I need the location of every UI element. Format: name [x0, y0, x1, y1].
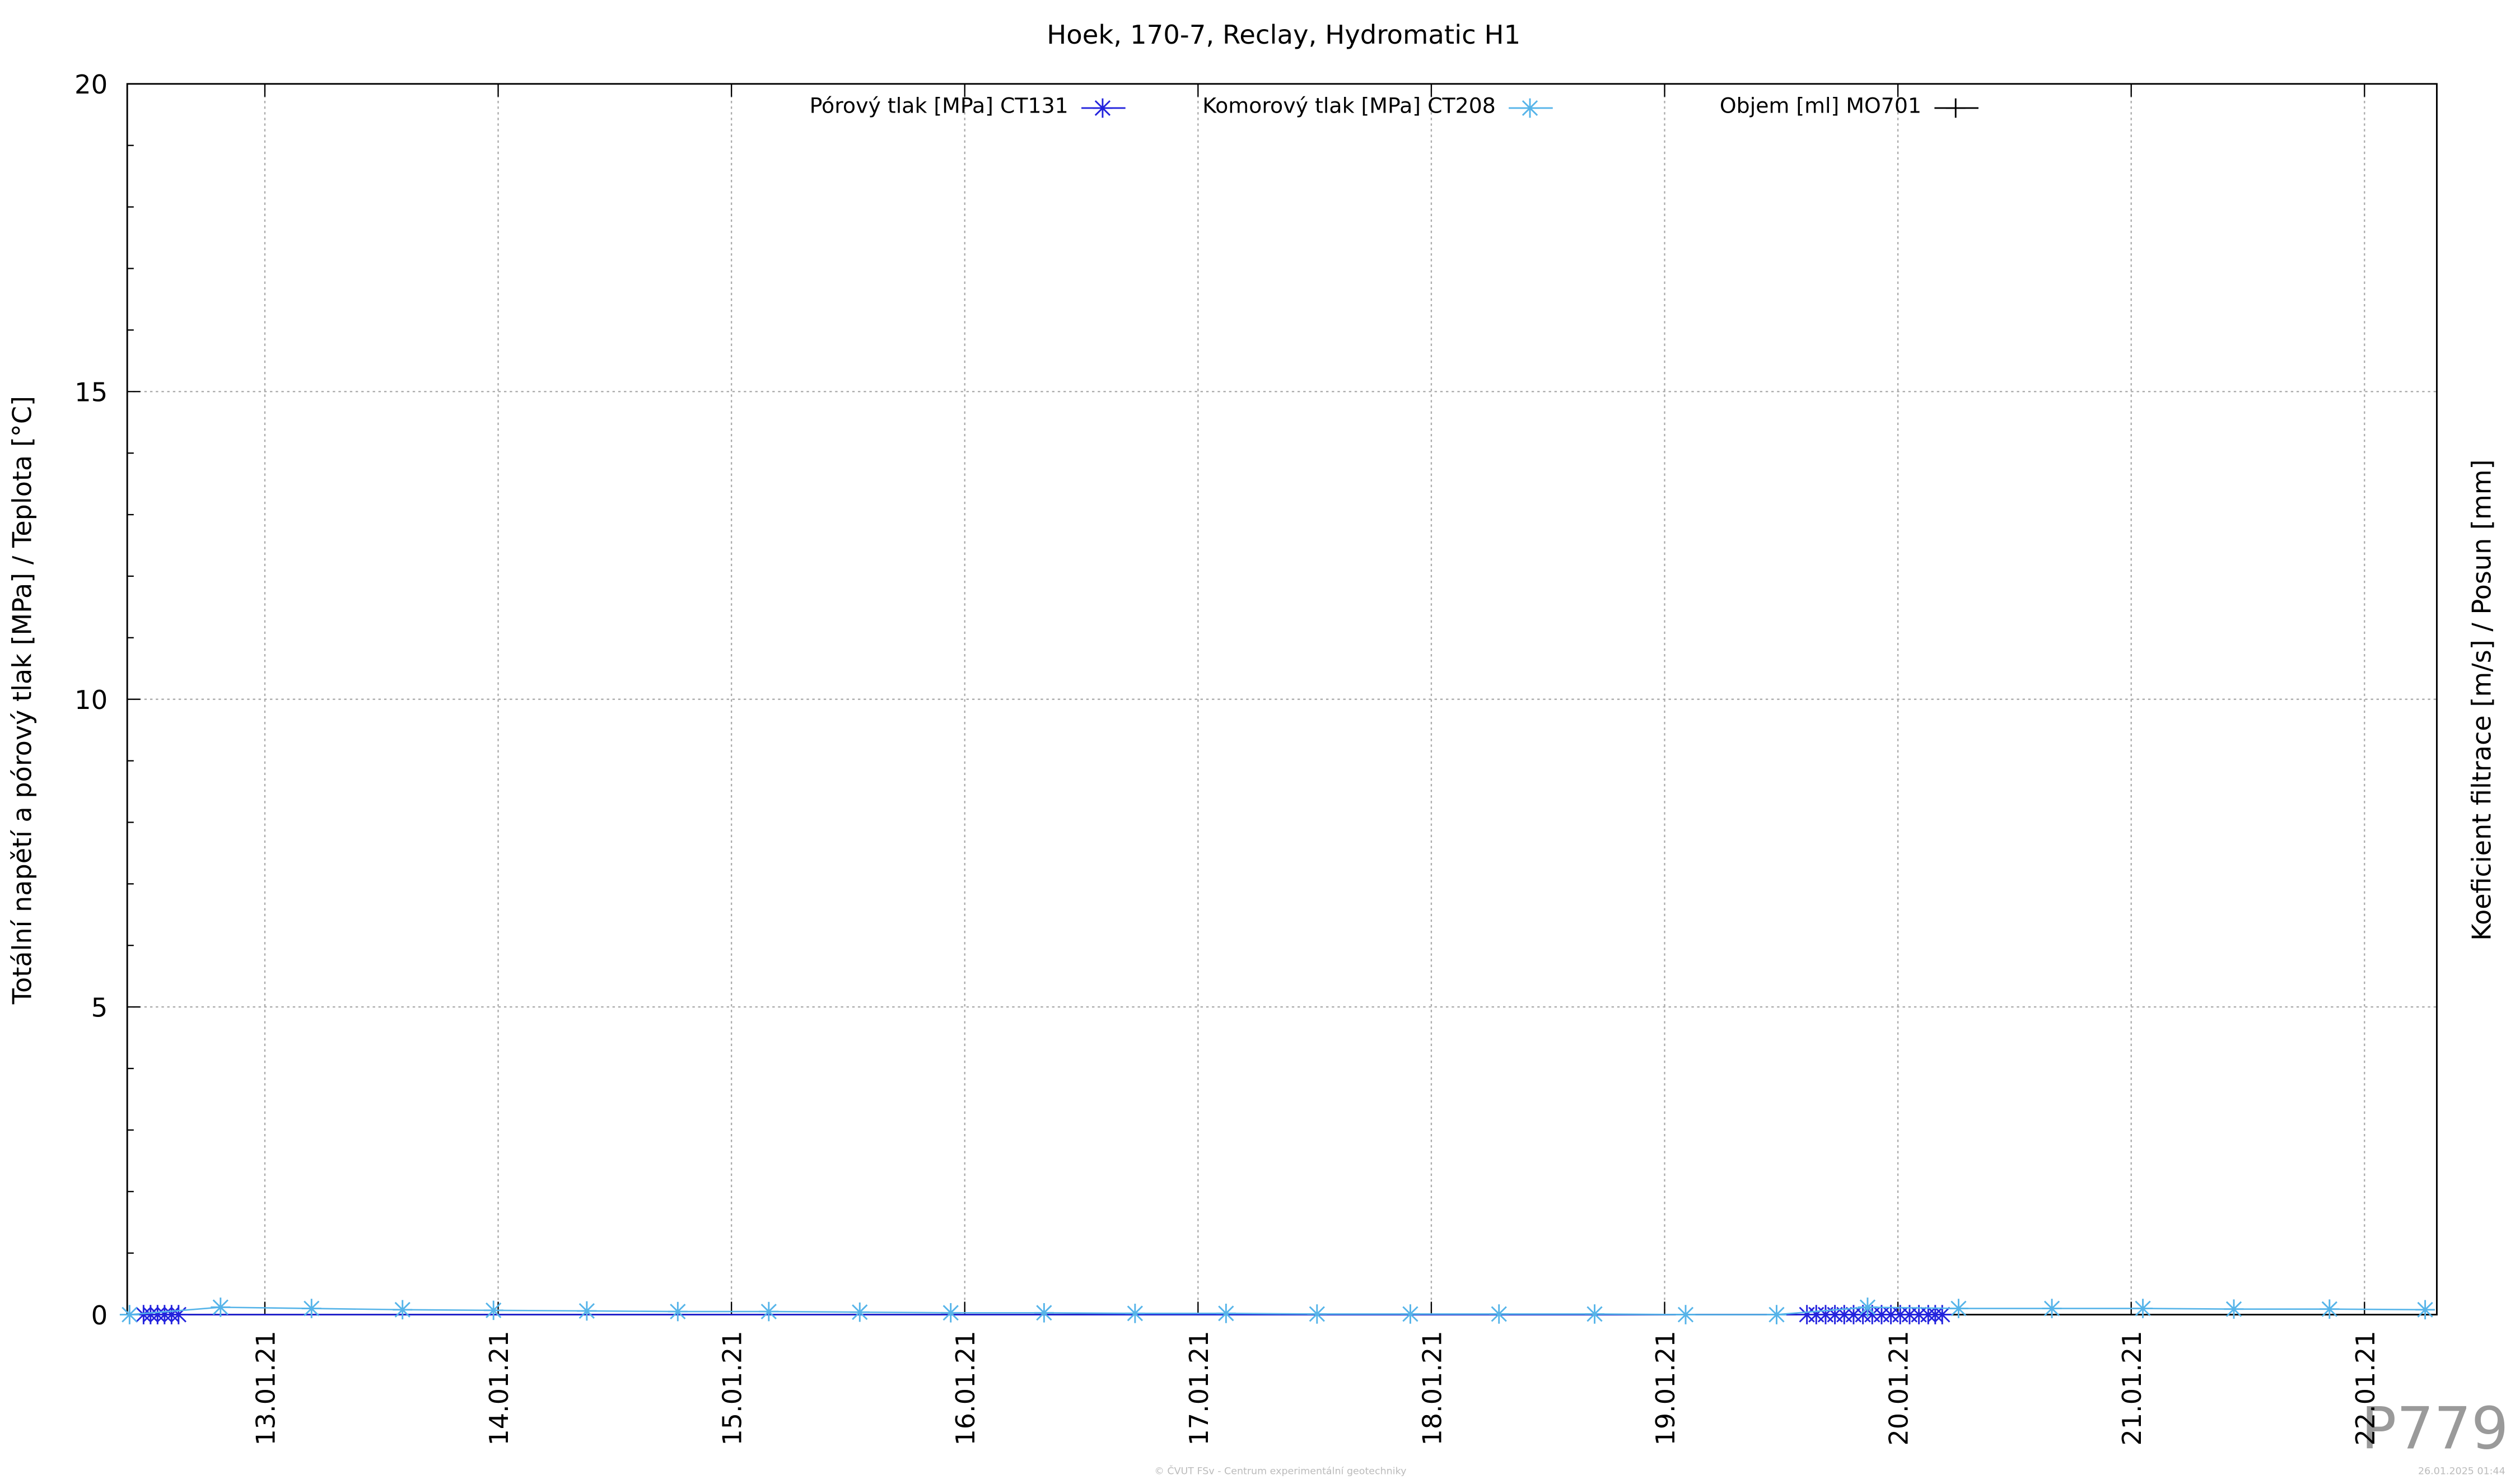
marker-stroke: [304, 1300, 320, 1317]
point: [2042, 1299, 2062, 1318]
point: [1767, 1305, 1786, 1324]
point: [668, 1301, 688, 1322]
marker-stroke: [852, 1304, 868, 1320]
point: [941, 1303, 961, 1323]
point: [483, 1300, 503, 1320]
point: [1216, 1304, 1236, 1323]
legend-label: Komorový tlak [MPa] CT208: [1202, 94, 1496, 118]
point: [850, 1302, 870, 1322]
point: [1948, 1299, 1968, 1318]
point: [211, 1298, 231, 1317]
chart-title: Hoek, 170-7, Reclay, Hydromatic H1: [1047, 20, 1520, 50]
y-axis-label: Totální napětí a pórový tlak [MPa] / Tep…: [7, 396, 37, 1005]
legend-label: Pórový tlak [MPa] CT131: [810, 94, 1068, 118]
marker-stroke: [2417, 1301, 2433, 1318]
point: [2224, 1299, 2244, 1319]
point: [1945, 98, 1966, 118]
point: [2415, 1300, 2435, 1320]
point: [169, 1305, 189, 1324]
marker-stroke: [1036, 1305, 1052, 1321]
y-tick-label: 0: [91, 1300, 108, 1331]
marker-stroke: [1934, 1306, 1950, 1323]
marker-stroke: [212, 1299, 228, 1315]
y-tick-label: 15: [74, 377, 108, 408]
watermark: P779: [2361, 1394, 2508, 1462]
x-tick-label: 14.01.21: [484, 1331, 514, 1445]
x-tick-label: 19.01.21: [1650, 1331, 1681, 1445]
marker-stroke: [2225, 1301, 2242, 1317]
marker-stroke: [1402, 1306, 1418, 1322]
point: [759, 1301, 779, 1322]
point: [1400, 1304, 1420, 1324]
point: [2320, 1299, 2340, 1319]
marker-stroke: [1094, 100, 1111, 116]
legend-label: Objem [ml] MO701: [1720, 94, 1921, 118]
point: [1125, 1304, 1145, 1323]
point: [1520, 98, 1540, 118]
x-tick-label: 18.01.21: [1417, 1331, 1447, 1445]
point: [1093, 98, 1113, 118]
marker-stroke: [942, 1305, 959, 1321]
legend-entry: Objem [ml] MO701: [1720, 94, 1979, 118]
point: [1307, 1304, 1327, 1324]
x-tick-label: 21.01.21: [2117, 1331, 2147, 1445]
x-tick-label: 16.01.21: [950, 1331, 981, 1445]
point: [1676, 1305, 1696, 1324]
marker-stroke: [122, 1306, 138, 1323]
series-line: [129, 1306, 2425, 1315]
marker-stroke: [760, 1304, 777, 1320]
marker-stroke: [1309, 1306, 1325, 1322]
legend-entry: Pórový tlak [MPa] CT131: [810, 94, 1126, 118]
marker-stroke: [1586, 1306, 1603, 1322]
marker-stroke: [2321, 1301, 2337, 1317]
marker-stroke: [670, 1304, 686, 1320]
timestamp: 26.01.2025 01:44: [2418, 1466, 2505, 1477]
marker-stroke: [394, 1301, 410, 1318]
marker-stroke: [1859, 1299, 1876, 1315]
marker-stroke: [1127, 1305, 1144, 1322]
x-tick-label: 17.01.21: [1184, 1331, 1214, 1445]
point: [2133, 1299, 2153, 1318]
point: [1932, 1305, 1952, 1324]
x-tick-label: 22.01.21: [2350, 1331, 2381, 1445]
point: [1034, 1303, 1054, 1323]
marker-stroke: [1522, 100, 1538, 116]
point: [577, 1301, 597, 1321]
marker-stroke: [578, 1303, 595, 1319]
marker-stroke: [1218, 1305, 1234, 1322]
x-tick-label: 20.01.21: [1883, 1331, 1914, 1445]
y-tick-label: 10: [74, 685, 108, 715]
marker-stroke: [1491, 1306, 1507, 1322]
marker-stroke: [486, 1302, 502, 1318]
y2-axis-label: Koeficient filtrace [m/s] / Posun [mm]: [2466, 459, 2496, 940]
point: [1585, 1304, 1605, 1324]
x-tick-label: 15.01.21: [717, 1331, 747, 1445]
point: [301, 1299, 321, 1318]
footer: © ČVUT FSv - Centrum experimentální geot…: [1154, 1465, 1406, 1477]
marker-stroke: [1768, 1306, 1785, 1323]
y-tick-label: 20: [74, 69, 108, 100]
marker-stroke: [1677, 1306, 1694, 1323]
point: [1489, 1304, 1509, 1324]
x-tick-label: 13.01.21: [250, 1331, 281, 1445]
legend-entry: Komorový tlak [MPa] CT208: [1202, 94, 1553, 118]
y-tick-label: 5: [91, 993, 108, 1023]
point: [1858, 1298, 1878, 1317]
marker-stroke: [2043, 1300, 2060, 1317]
point: [119, 1305, 139, 1324]
marker-stroke: [2135, 1300, 2151, 1317]
point: [393, 1300, 413, 1320]
marker-stroke: [1950, 1300, 1967, 1317]
